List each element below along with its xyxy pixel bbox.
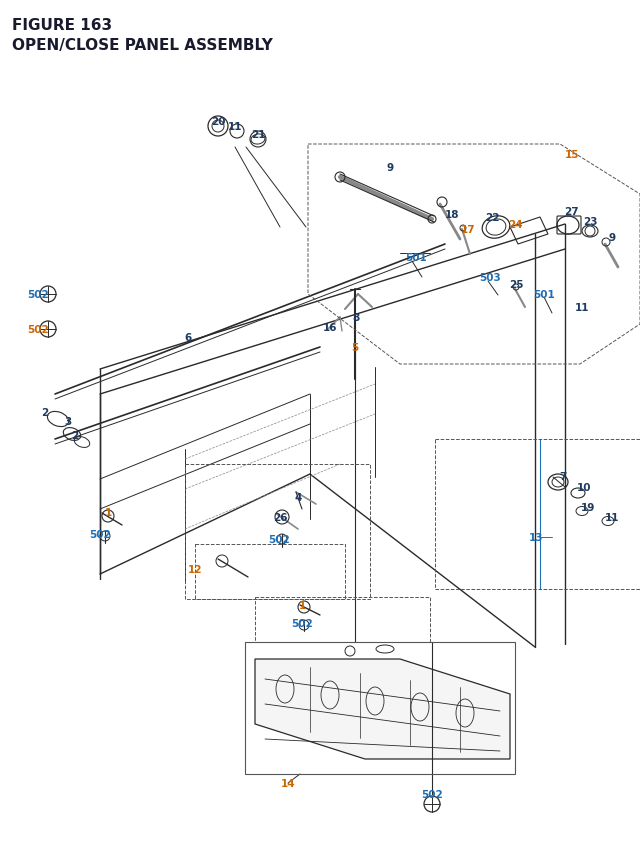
Text: 503: 503 <box>479 273 501 282</box>
Text: 27: 27 <box>564 207 579 217</box>
Bar <box>185 464 370 599</box>
Text: 502: 502 <box>27 289 49 300</box>
Text: 14: 14 <box>281 778 295 788</box>
Text: 18: 18 <box>445 210 460 220</box>
Text: 17: 17 <box>461 225 476 235</box>
Text: 501: 501 <box>405 253 427 263</box>
Text: 23: 23 <box>583 217 597 226</box>
Text: 501: 501 <box>533 289 555 300</box>
Bar <box>245 642 515 774</box>
Text: 21: 21 <box>251 130 265 139</box>
Text: 2: 2 <box>72 430 79 441</box>
Text: 4: 4 <box>294 492 301 503</box>
Text: 7: 7 <box>559 472 566 481</box>
Text: 19: 19 <box>581 503 595 512</box>
Text: FIGURE 163: FIGURE 163 <box>12 18 112 33</box>
Text: 12: 12 <box>188 564 202 574</box>
Text: 3: 3 <box>65 417 72 426</box>
Text: 1: 1 <box>104 507 111 517</box>
Polygon shape <box>255 660 510 759</box>
Text: 11: 11 <box>228 122 243 132</box>
Text: 2: 2 <box>42 407 49 418</box>
Text: 9: 9 <box>609 232 616 243</box>
Text: 20: 20 <box>211 117 225 127</box>
Text: 11: 11 <box>575 303 589 313</box>
Text: 16: 16 <box>323 323 337 332</box>
Text: 8: 8 <box>353 313 360 323</box>
Text: 15: 15 <box>564 150 579 160</box>
Text: 502: 502 <box>291 618 313 629</box>
Text: 6: 6 <box>184 332 191 343</box>
Text: 1: 1 <box>298 600 306 610</box>
Bar <box>255 598 430 642</box>
Text: 25: 25 <box>509 280 524 289</box>
Text: 10: 10 <box>577 482 591 492</box>
Text: 502: 502 <box>89 530 111 539</box>
Text: 11: 11 <box>605 512 620 523</box>
Text: OPEN/CLOSE PANEL ASSEMBLY: OPEN/CLOSE PANEL ASSEMBLY <box>12 38 273 53</box>
Bar <box>435 439 640 589</box>
Text: 502: 502 <box>268 535 290 544</box>
Text: 26: 26 <box>273 512 287 523</box>
Text: 5: 5 <box>351 343 358 353</box>
Text: 502: 502 <box>27 325 49 335</box>
Text: 24: 24 <box>508 220 522 230</box>
Text: 502: 502 <box>421 789 443 799</box>
Text: 22: 22 <box>484 213 499 223</box>
Bar <box>195 544 345 599</box>
Text: 9: 9 <box>387 163 394 173</box>
Text: 13: 13 <box>529 532 543 542</box>
